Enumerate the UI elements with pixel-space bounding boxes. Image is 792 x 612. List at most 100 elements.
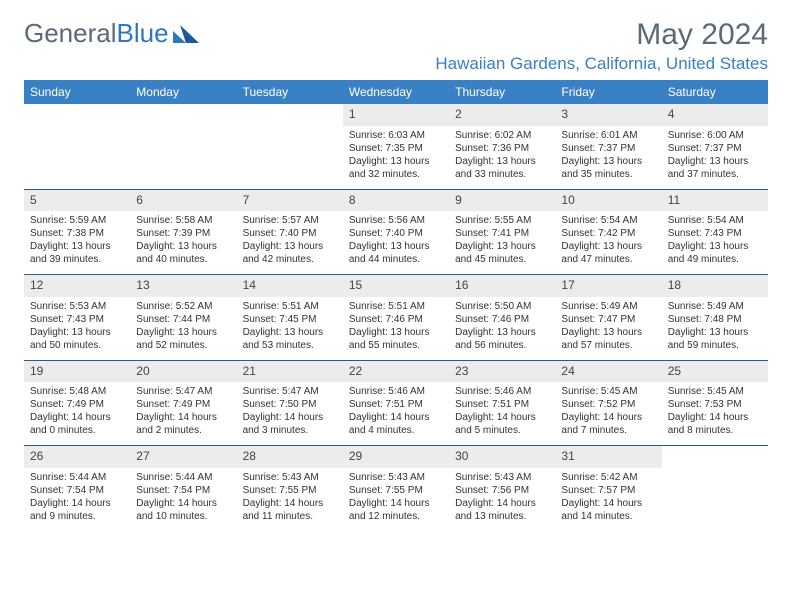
day-detail-row: Sunrise: 5:59 AMSunset: 7:38 PMDaylight:… (24, 211, 768, 275)
sunset-text: Sunset: 7:45 PM (243, 313, 337, 326)
daylight-text: and 44 minutes. (349, 253, 443, 266)
daylight-text: and 35 minutes. (561, 168, 655, 181)
day-detail-cell: Sunrise: 5:56 AMSunset: 7:40 PMDaylight:… (343, 211, 449, 275)
sunrise-text: Sunrise: 5:59 AM (30, 214, 124, 227)
daylight-text: Daylight: 13 hours (455, 240, 549, 253)
daylight-text: and 39 minutes. (30, 253, 124, 266)
day-number: 9 (455, 193, 462, 207)
sunrise-text: Sunrise: 5:57 AM (243, 214, 337, 227)
sunrise-text: Sunrise: 6:00 AM (668, 129, 762, 142)
day-number-cell: 24 (555, 360, 661, 382)
daylight-text: and 37 minutes. (668, 168, 762, 181)
sunset-text: Sunset: 7:41 PM (455, 227, 549, 240)
day-detail-cell: Sunrise: 6:00 AMSunset: 7:37 PMDaylight:… (662, 126, 768, 190)
sunset-text: Sunset: 7:35 PM (349, 142, 443, 155)
daylight-text: and 47 minutes. (561, 253, 655, 266)
sunrise-text: Sunrise: 5:58 AM (136, 214, 230, 227)
day-detail-cell: Sunrise: 5:47 AMSunset: 7:50 PMDaylight:… (237, 382, 343, 446)
day-number: 31 (561, 449, 574, 463)
sunset-text: Sunset: 7:54 PM (136, 484, 230, 497)
daylight-text: Daylight: 13 hours (668, 326, 762, 339)
logo-text-2: Blue (117, 18, 169, 49)
daylight-text: Daylight: 14 hours (455, 497, 549, 510)
sunrise-text: Sunrise: 5:53 AM (30, 300, 124, 313)
daylight-text: and 40 minutes. (136, 253, 230, 266)
day-number-cell (662, 446, 768, 468)
day-number-cell: 17 (555, 275, 661, 297)
daylight-text: Daylight: 13 hours (30, 240, 124, 253)
day-detail-cell: Sunrise: 5:45 AMSunset: 7:52 PMDaylight:… (555, 382, 661, 446)
day-detail-cell: Sunrise: 5:45 AMSunset: 7:53 PMDaylight:… (662, 382, 768, 446)
day-number-cell (237, 104, 343, 126)
daylight-text: Daylight: 14 hours (455, 411, 549, 424)
day-number: 25 (668, 364, 681, 378)
sunrise-text: Sunrise: 5:44 AM (30, 471, 124, 484)
daylight-text: Daylight: 13 hours (561, 155, 655, 168)
day-detail-cell: Sunrise: 5:53 AMSunset: 7:43 PMDaylight:… (24, 297, 130, 361)
day-number-cell: 21 (237, 360, 343, 382)
daylight-text: Daylight: 13 hours (455, 155, 549, 168)
daylight-text: Daylight: 14 hours (349, 497, 443, 510)
day-number: 22 (349, 364, 362, 378)
sunrise-text: Sunrise: 5:47 AM (136, 385, 230, 398)
day-detail-cell: Sunrise: 5:58 AMSunset: 7:39 PMDaylight:… (130, 211, 236, 275)
day-number-row: 12131415161718 (24, 275, 768, 297)
sunset-text: Sunset: 7:49 PM (136, 398, 230, 411)
daylight-text: Daylight: 13 hours (349, 326, 443, 339)
daylight-text: Daylight: 13 hours (561, 240, 655, 253)
sunrise-text: Sunrise: 6:03 AM (349, 129, 443, 142)
day-number: 14 (243, 278, 256, 292)
sunrise-text: Sunrise: 5:46 AM (349, 385, 443, 398)
sunrise-text: Sunrise: 5:43 AM (243, 471, 337, 484)
day-number-cell: 3 (555, 104, 661, 126)
sunset-text: Sunset: 7:42 PM (561, 227, 655, 240)
sunrise-text: Sunrise: 5:49 AM (561, 300, 655, 313)
sunset-text: Sunset: 7:46 PM (455, 313, 549, 326)
daylight-text: Daylight: 13 hours (136, 326, 230, 339)
day-number-row: 1234 (24, 104, 768, 126)
day-detail-cell (662, 468, 768, 531)
day-number: 10 (561, 193, 574, 207)
day-number: 23 (455, 364, 468, 378)
day-number: 26 (30, 449, 43, 463)
daylight-text: Daylight: 14 hours (243, 497, 337, 510)
sunset-text: Sunset: 7:56 PM (455, 484, 549, 497)
daylight-text: and 32 minutes. (349, 168, 443, 181)
sunrise-text: Sunrise: 5:45 AM (561, 385, 655, 398)
day-number: 19 (30, 364, 43, 378)
day-detail-cell: Sunrise: 5:54 AMSunset: 7:43 PMDaylight:… (662, 211, 768, 275)
day-number: 20 (136, 364, 149, 378)
sunrise-text: Sunrise: 5:51 AM (349, 300, 443, 313)
daylight-text: Daylight: 14 hours (243, 411, 337, 424)
sunrise-text: Sunrise: 5:51 AM (243, 300, 337, 313)
daylight-text: and 45 minutes. (455, 253, 549, 266)
daylight-text: and 55 minutes. (349, 339, 443, 352)
daylight-text: Daylight: 13 hours (668, 240, 762, 253)
day-detail-cell: Sunrise: 5:49 AMSunset: 7:48 PMDaylight:… (662, 297, 768, 361)
day-number-cell: 22 (343, 360, 449, 382)
sunset-text: Sunset: 7:48 PM (668, 313, 762, 326)
day-number-cell: 23 (449, 360, 555, 382)
title-block: May 2024 Hawaiian Gardens, California, U… (435, 18, 768, 74)
dow-row: Sunday Monday Tuesday Wednesday Thursday… (24, 80, 768, 104)
day-detail-cell: Sunrise: 5:51 AMSunset: 7:45 PMDaylight:… (237, 297, 343, 361)
day-detail-cell: Sunrise: 5:59 AMSunset: 7:38 PMDaylight:… (24, 211, 130, 275)
sunrise-text: Sunrise: 5:45 AM (668, 385, 762, 398)
daylight-text: and 9 minutes. (30, 510, 124, 523)
day-number-cell (24, 104, 130, 126)
daylight-text: and 33 minutes. (455, 168, 549, 181)
calendar-page: GeneralBlue May 2024 Hawaiian Gardens, C… (0, 0, 792, 549)
day-number-row: 19 20 21 22 23 24 25 (24, 360, 768, 382)
day-number-cell: 13 (130, 275, 236, 297)
day-detail-cell: Sunrise: 5:43 AMSunset: 7:55 PMDaylight:… (343, 468, 449, 531)
dow-header: Monday (130, 80, 236, 104)
day-detail-row: Sunrise: 5:53 AMSunset: 7:43 PMDaylight:… (24, 297, 768, 361)
sunset-text: Sunset: 7:38 PM (30, 227, 124, 240)
daylight-text: and 2 minutes. (136, 424, 230, 437)
day-number: 24 (561, 364, 574, 378)
daylight-text: Daylight: 13 hours (30, 326, 124, 339)
day-number-cell: 28 (237, 446, 343, 468)
sunset-text: Sunset: 7:57 PM (561, 484, 655, 497)
day-detail-cell (130, 126, 236, 190)
sunset-text: Sunset: 7:44 PM (136, 313, 230, 326)
